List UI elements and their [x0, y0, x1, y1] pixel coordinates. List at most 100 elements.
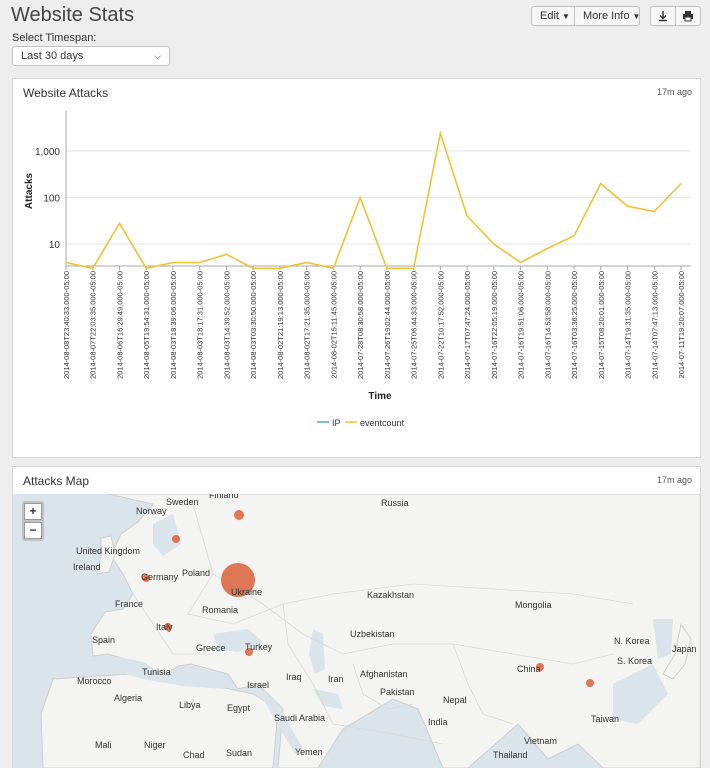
- more-info-label: More Info: [583, 10, 630, 22]
- data-point: [680, 183, 682, 185]
- map-country-label: India: [428, 717, 448, 727]
- map-country-label: Ireland: [73, 562, 101, 572]
- map-country-label: Ukraine: [231, 587, 263, 597]
- x-tick-label: 2014-08-02T17:21:35.000-05:00: [303, 271, 312, 379]
- data-point: [332, 267, 334, 269]
- map-country-label: Uzbekistan: [350, 629, 395, 639]
- chevron-down-icon: ▼: [632, 12, 641, 21]
- x-tick-label: 2014-07-16T22:05:19.000-05:00: [490, 271, 499, 379]
- attack-bubble[interactable]: [586, 679, 594, 687]
- attack-bubble[interactable]: [536, 663, 544, 671]
- x-tick-label: 2014-08-07T22:03:35.000-05:00: [89, 271, 98, 379]
- landmass-uk: [96, 535, 116, 575]
- series-line-eventcount: [65, 130, 682, 270]
- data-point: [520, 262, 522, 264]
- website-attacks-panel: Website Attacks 17m ago 10 100 1,000 Attack…: [12, 78, 701, 458]
- map-country-label: Mongolia: [515, 600, 552, 610]
- map-country-label: Italy: [156, 622, 173, 632]
- landmass-eurasia: [90, 494, 700, 768]
- data-point: [65, 262, 67, 264]
- x-tick-label: 2014-08-02T15:11:45.000-05:00: [329, 271, 338, 378]
- data-point: [600, 183, 602, 185]
- data-point: [359, 197, 361, 198]
- map-country-label: S. Korea: [617, 656, 653, 666]
- zoom-in-button[interactable]: +: [24, 503, 42, 520]
- map-country-label: N. Korea: [614, 636, 650, 646]
- sea-red: [263, 699, 303, 754]
- attacks-map-panel: Attacks Map 17m ago +: [12, 466, 701, 768]
- x-tick-label: 2014-08-03T14:39:52.000-05:00: [222, 271, 231, 379]
- data-point: [118, 222, 120, 224]
- sea-east-china: [613, 664, 668, 724]
- data-point: [653, 210, 655, 212]
- data-point: [279, 267, 281, 269]
- x-tick-label: 2014-08-06T16:29:49.000-05:00: [115, 271, 124, 379]
- data-point: [493, 243, 495, 245]
- x-tick-label: 2014-07-26T19:02:44.000-05:00: [383, 271, 392, 379]
- sea-black: [213, 629, 263, 652]
- landmass-japan: [662, 622, 692, 680]
- map-country-label: Taiwan: [591, 714, 620, 724]
- page-title: Website Stats: [11, 4, 135, 26]
- map-country-label: Niger: [144, 740, 166, 750]
- data-point: [199, 262, 201, 264]
- data-point: [466, 215, 468, 217]
- data-point: [386, 267, 388, 269]
- page-header: Website Stats Select Timespan: Last 30 d…: [0, 0, 710, 74]
- timespan-select[interactable]: Last 30 days ⌵: [12, 46, 170, 66]
- download-icon: [659, 11, 667, 22]
- map-country-label: Japan: [672, 644, 697, 654]
- chevron-down-icon: ▼: [561, 12, 570, 21]
- data-point: [627, 205, 629, 207]
- attack-bubble[interactable]: [172, 535, 180, 543]
- map-country-label: Romania: [202, 605, 239, 615]
- x-tick-label: 2014-08-02T21:19:13.000-05:00: [276, 271, 285, 379]
- x-tick-label: 2014-08-05T19:54:31.000-05:00: [142, 271, 151, 379]
- map-country-label: Saudi Arabia: [274, 713, 326, 723]
- print-button[interactable]: [675, 6, 701, 26]
- x-tick-label: 2014-07-17T07:47:24.000-05:00: [463, 271, 472, 379]
- y-tick-label: 100: [43, 194, 60, 205]
- attack-bubble[interactable]: [234, 510, 244, 520]
- edit-label: Edit: [540, 10, 559, 22]
- map-country-label: Yemen: [295, 747, 323, 757]
- panel-updated-time: 17m ago: [656, 87, 692, 97]
- attack-bubble[interactable]: [221, 563, 255, 597]
- attack-bubble[interactable]: [164, 623, 172, 631]
- x-tick-label: 2014-08-03T18:17:31.000-05:00: [196, 271, 205, 379]
- x-tick-label: 2014-07-22T10:17:52.000-05:00: [436, 271, 445, 379]
- map-country-label: Finland: [209, 494, 239, 500]
- sea-baltic: [153, 514, 181, 556]
- zoom-out-button[interactable]: −: [24, 522, 42, 539]
- chevron-down-icon: ⌵: [154, 51, 161, 61]
- map-country-label: Israel: [247, 680, 270, 690]
- map-country-label: Libya: [179, 700, 201, 710]
- map-country-label: Turkey: [245, 642, 273, 652]
- download-button[interactable]: [650, 6, 676, 26]
- x-tick-label: 2014-07-15T08:20:01.000-05:00: [597, 271, 606, 379]
- map-country-label: Thailand: [493, 750, 528, 760]
- edit-button[interactable]: Edit ▼: [531, 6, 575, 26]
- data-point: [145, 267, 147, 269]
- data-point: [306, 262, 308, 264]
- map-country-label: Egypt: [227, 703, 251, 713]
- map-country-label: Sudan: [226, 748, 253, 758]
- attack-bubble[interactable]: [245, 648, 253, 656]
- data-point: [439, 132, 441, 134]
- sea-gulf: [313, 689, 343, 709]
- map-country-label: Germany: [141, 572, 179, 582]
- x-tick-label: 2014-08-03T03:30:50.000-05:00: [249, 271, 258, 379]
- data-point: [573, 235, 575, 237]
- map-country-label: China: [517, 664, 541, 674]
- map-land: [40, 494, 700, 768]
- attacks-line-chart: 10 100 1,000 Attacks 2014-08-08T23:40:33.000…: [24, 111, 691, 428]
- x-tick-label: 2014-07-16T19:51:06.000-05:00: [517, 271, 526, 379]
- map-country-label: Iraq: [286, 672, 302, 682]
- country-borders: [132, 503, 634, 745]
- sea-mediterranean: [103, 654, 228, 689]
- more-info-button[interactable]: More Info ▼: [574, 6, 640, 26]
- legend-label-eventcount: eventcount: [360, 418, 405, 428]
- attacks-map[interactable]: + − Sweden Finland Russia Norway United King…: [13, 494, 700, 768]
- attack-bubble[interactable]: [142, 574, 150, 582]
- map-country-label: Greece: [196, 643, 226, 653]
